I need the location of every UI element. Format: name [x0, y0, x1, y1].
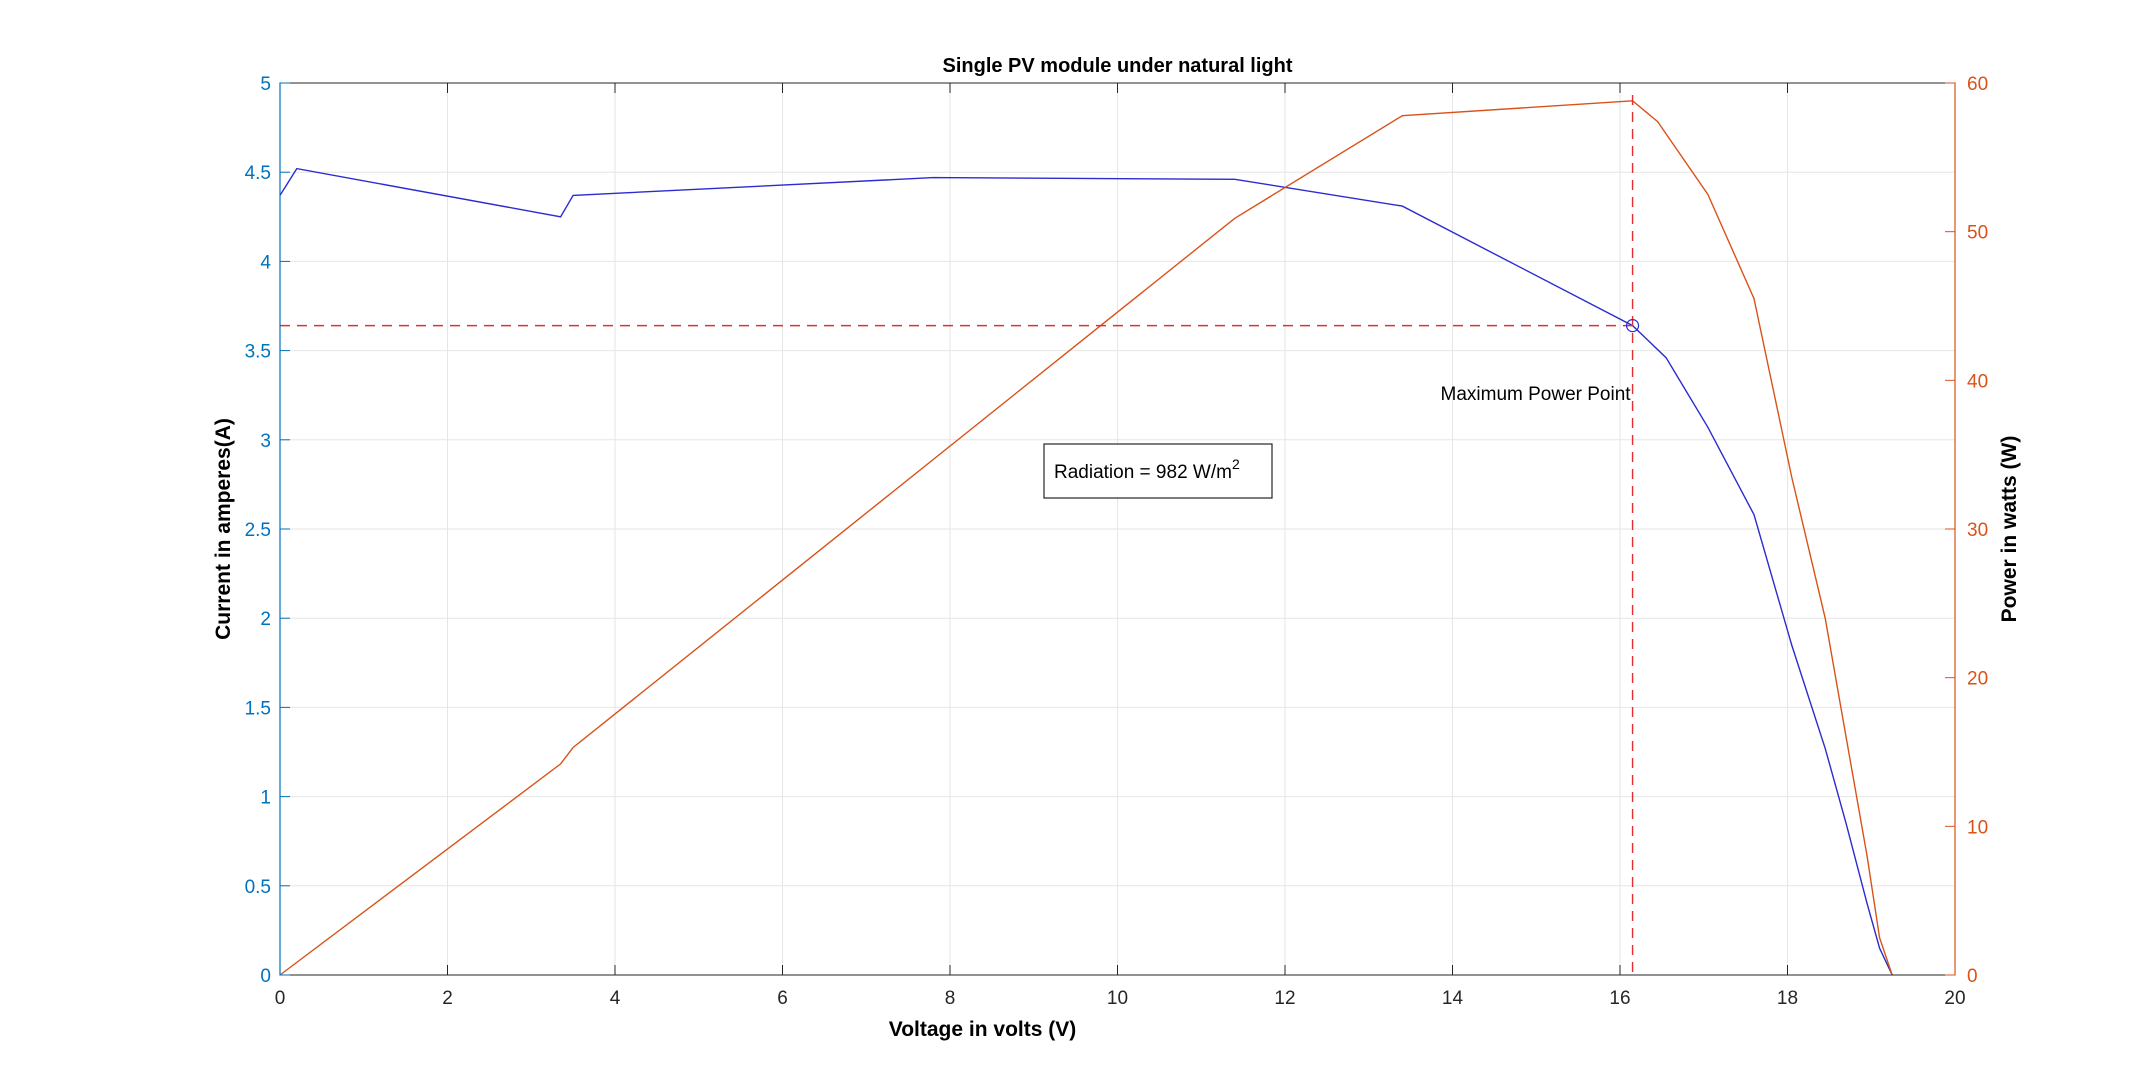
radiation-annotation: Radiation = 982 W/m2 [1043, 443, 1273, 499]
x-tick-label: 0 [275, 988, 286, 1009]
y-right-tick-label: 40 [1967, 371, 1988, 392]
x-tick-label: 18 [1777, 988, 1798, 1009]
y-right-axis-label: Power in watts (W) [1998, 436, 2021, 623]
x-tick-label: 4 [610, 988, 621, 1009]
x-tick-label: 6 [777, 988, 788, 1009]
x-tick-label: 16 [1609, 988, 1630, 1009]
y-left-tick-label: 1.5 [245, 698, 271, 719]
y-left-tick-label: 2 [260, 609, 271, 630]
x-tick-label: 20 [1944, 988, 1965, 1009]
y-left-tick-label: 0 [260, 966, 271, 987]
mpp-layer [280, 95, 1640, 975]
y-left-tick-label: 1 [260, 788, 271, 809]
y-right-tick-label: 10 [1967, 817, 1988, 838]
radiation-main-text: Radiation = 982 W/m [1054, 462, 1232, 483]
y-right-tick-label: 0 [1967, 966, 1978, 987]
y-left-tick-label: 5 [260, 74, 271, 95]
radiation-box [1043, 443, 1273, 499]
y-left-tick-label: 2.5 [245, 520, 271, 541]
y-left-axis-label: Current in amperes(A) [212, 418, 235, 640]
x-tick-label: 14 [1442, 988, 1464, 1009]
mpp-label: Maximum Power Point [1441, 384, 1632, 405]
x-tick-label: 8 [945, 988, 956, 1009]
series-layer [279, 100, 1893, 976]
y-right-tick-label: 30 [1967, 520, 1988, 541]
series-line-power [279, 100, 1893, 976]
y-left-tick-label: 3 [260, 431, 271, 452]
y-left-tick-label: 0.5 [245, 877, 271, 898]
chart-title: Single PV module under natural light [942, 55, 1292, 77]
grid-lines [280, 83, 1955, 975]
y-left-tick-label: 4.5 [245, 163, 271, 184]
x-axis-label: Voltage in volts (V) [889, 1018, 1076, 1041]
y-right-tick-label: 60 [1967, 74, 1988, 95]
y-left-tick-label: 3.5 [245, 342, 271, 363]
radiation-text: Radiation = 982 W/m2 [1054, 456, 1240, 483]
x-tick-label: 10 [1107, 988, 1128, 1009]
radiation-superscript: 2 [1232, 456, 1240, 472]
y-left-tick-label: 4 [260, 252, 271, 273]
y-right-tick-label: 50 [1967, 223, 1988, 244]
y-right-tick-label: 20 [1967, 669, 1988, 690]
mpp-marker [1625, 319, 1640, 333]
axis-ticks: 0 2 4 6 8 10 12 14 16 18 2000.511.522.533.544.5501… [245, 74, 1989, 1009]
series-line-current [279, 167, 1893, 976]
x-tick-label: 12 [1274, 988, 1295, 1009]
x-tick-label: 2 [442, 988, 453, 1009]
